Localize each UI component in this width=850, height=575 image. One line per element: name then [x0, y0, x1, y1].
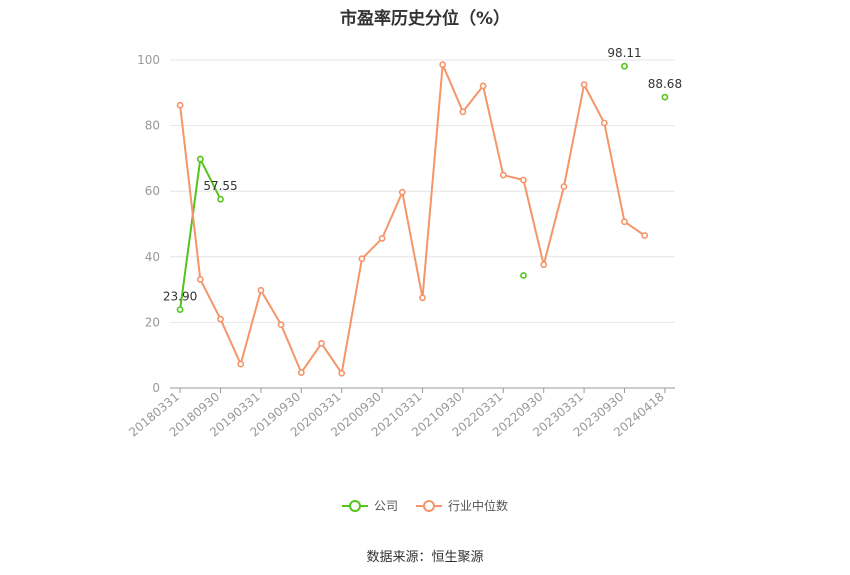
series-1-point	[398, 188, 406, 196]
series-1-point	[297, 369, 305, 376]
series-1-point	[378, 235, 386, 242]
data-label: 88.68	[648, 77, 682, 91]
series-1-point	[358, 255, 366, 263]
series-1-point	[196, 276, 204, 283]
series-0-point	[520, 272, 527, 279]
series-1-point	[459, 108, 467, 116]
label-layer: 23.90 57.55 98.11 88.68	[163, 46, 682, 303]
series-1-point	[560, 183, 568, 191]
series-1-point	[621, 218, 628, 226]
series-0-point	[217, 195, 224, 203]
series-1-point	[600, 119, 608, 127]
y-tick-label: 40	[145, 250, 160, 264]
series-1-point	[176, 101, 184, 109]
series-layer	[176, 61, 669, 377]
series-line-1	[179, 64, 646, 376]
y-tick-label: 60	[145, 184, 160, 198]
series-1-point	[499, 171, 507, 179]
legend-item-company[interactable]: 公司	[341, 497, 398, 514]
axis-layer: 0204060801002018033120180930201903312019…	[126, 53, 675, 440]
series-1-point	[520, 176, 527, 184]
series-1-point	[580, 81, 588, 88]
series-1-point	[479, 82, 487, 90]
legend: 公司 行业中位数	[0, 497, 850, 514]
y-tick-label: 0	[152, 381, 160, 395]
series-1-point	[277, 321, 285, 329]
legend-marker-industry-icon	[416, 499, 442, 512]
grid-layer	[170, 59, 675, 323]
y-tick-label: 20	[145, 315, 160, 329]
y-tick-label: 100	[137, 53, 160, 67]
data-label: 98.11	[607, 46, 641, 60]
data-label: 57.55	[203, 179, 237, 193]
series-0-point	[196, 155, 204, 163]
series-1-point	[318, 339, 325, 347]
legend-item-industry-median[interactable]: 行业中位数	[416, 497, 508, 514]
series-1-point	[641, 232, 649, 239]
series-1-point	[540, 261, 548, 269]
legend-label-company: 公司	[373, 499, 398, 513]
series-1-point	[237, 360, 245, 368]
series-1-point	[338, 369, 346, 377]
series-1-point	[217, 315, 224, 323]
series-0-point	[176, 306, 184, 314]
series-1-point	[419, 294, 426, 302]
y-tick-label: 80	[145, 119, 160, 133]
legend-label-industry-median: 行业中位数	[448, 499, 509, 513]
series-0-point	[621, 62, 628, 70]
data-source: 数据来源：恒生聚源	[366, 550, 484, 565]
data-label: 23.90	[163, 290, 197, 304]
legend-marker-company-icon	[341, 499, 368, 512]
chart-title: 市盈率历史分位（%）	[339, 9, 511, 29]
series-1-point	[439, 61, 447, 68]
series-0-point	[661, 93, 669, 101]
series-1-point	[257, 286, 265, 294]
